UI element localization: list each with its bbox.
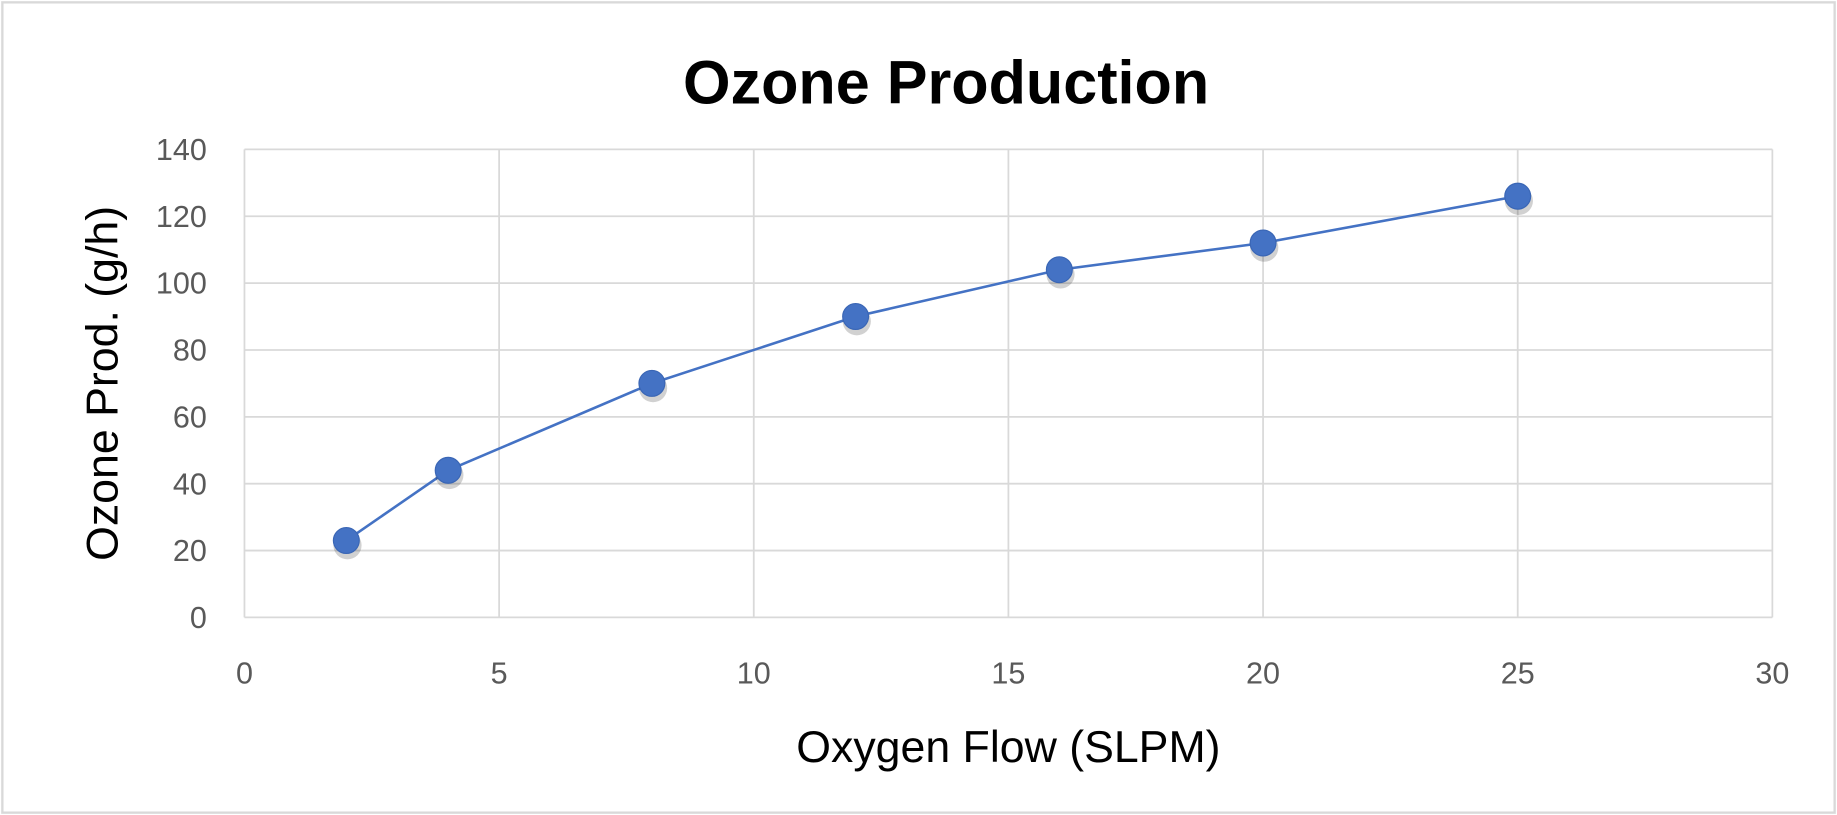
y-tick-label: 0: [190, 601, 207, 635]
series-group: [332, 182, 1533, 560]
x-tick-label: 25: [1501, 656, 1535, 690]
x-tick-label: 30: [1755, 656, 1789, 690]
x-tick-labels: 0 5 10 15 20 25 30: [236, 656, 1789, 690]
gridlines: [243, 148, 1774, 619]
data-point: [842, 302, 870, 331]
data-point: [434, 456, 462, 484]
x-tick-label: 15: [991, 656, 1025, 690]
data-point: [1504, 182, 1532, 210]
data-point: [1249, 229, 1277, 257]
y-tick-label: 100: [156, 267, 207, 301]
y-tick-label: 120: [156, 200, 207, 234]
x-tick-label: 0: [236, 656, 253, 690]
x-tick-label: 20: [1246, 656, 1280, 690]
x-tick-label: 10: [737, 656, 771, 690]
y-axis-label: Ozone Prod. (g/h): [79, 206, 128, 561]
y-tick-labels: 0 20 40 60 80 100 120 140: [156, 133, 207, 635]
data-point: [332, 527, 360, 555]
data-point: [638, 369, 666, 397]
data-point: [1045, 256, 1073, 284]
y-tick-label: 140: [156, 133, 207, 167]
x-axis-label: Oxygen Flow (SLPM): [796, 723, 1220, 772]
y-tick-label: 20: [173, 534, 207, 568]
y-tick-label: 60: [173, 400, 207, 434]
y-tick-label: 40: [173, 467, 207, 501]
chart-title: Ozone Production: [683, 48, 1209, 116]
y-tick-label: 80: [173, 334, 207, 368]
x-tick-label: 5: [491, 656, 508, 690]
